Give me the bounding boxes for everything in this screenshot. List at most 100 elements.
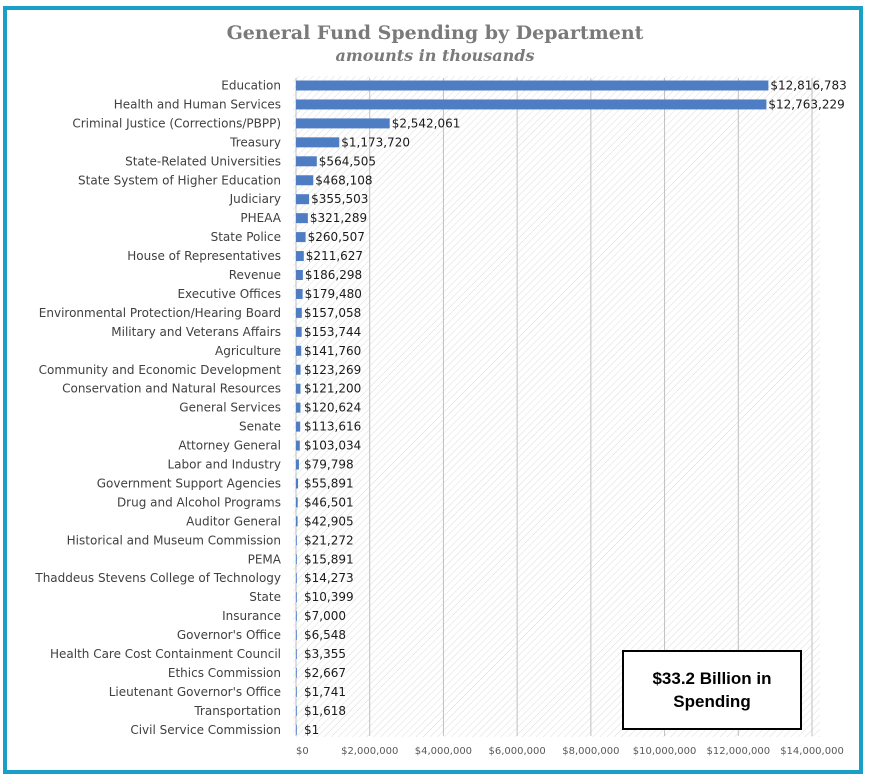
value-label: $211,627 (306, 249, 363, 263)
bar (296, 364, 301, 375)
category-label: Revenue (229, 268, 281, 282)
value-label: $141,760 (304, 344, 361, 358)
bar (296, 270, 303, 280)
category-label: Government Support Agencies (97, 476, 281, 490)
category-label: General Services (179, 401, 281, 415)
bar (296, 724, 297, 735)
category-label: Transportation (193, 704, 281, 718)
category-label: Judiciary (229, 192, 281, 206)
category-labels: Education Health and Human Services Crimin… (34, 79, 281, 737)
category-label: Historical and Museum Commission (67, 533, 281, 547)
bar (296, 251, 304, 262)
value-label: $15,891 (304, 552, 354, 566)
category-label: Executive Offices (177, 287, 281, 301)
value-label: $12,816,783 (770, 79, 846, 93)
value-label: $2,542,061 (392, 116, 461, 130)
category-label: Education (221, 79, 281, 93)
bar (296, 194, 310, 205)
category-label: Environmental Protection/Hearing Board (39, 306, 281, 320)
plot-area (293, 76, 820, 737)
value-label: $1,618 (304, 704, 346, 718)
value-label: $260,507 (308, 230, 365, 244)
bar (296, 307, 302, 318)
bar (296, 232, 306, 243)
category-label: State System of Higher Education (78, 173, 281, 187)
bar (296, 288, 303, 299)
value-label: $157,058 (304, 306, 361, 320)
category-label: Attorney General (178, 439, 281, 453)
value-label: $2,667 (304, 666, 346, 680)
x-tick-label: $10,000,000 (633, 746, 697, 757)
value-label: $55,891 (304, 476, 354, 490)
bar (296, 175, 314, 186)
category-label: Lieutenant Governor's Office (109, 685, 281, 699)
category-label: PHEAA (240, 211, 281, 225)
value-label: $1 (304, 723, 319, 737)
bar (296, 630, 297, 641)
value-label: $46,501 (304, 495, 354, 509)
category-label: State Police (211, 230, 281, 244)
bars (296, 80, 769, 735)
value-labels: $12,816,783 $12,763,229 $2,542,061 $1,173,7… (304, 79, 847, 737)
bar (296, 592, 297, 603)
x-tick-label: $6,000,000 (489, 746, 546, 757)
bar (296, 345, 302, 356)
value-label: $179,480 (305, 287, 362, 301)
value-label: $1,173,720 (341, 135, 410, 149)
category-label: Conservation and Natural Resources (62, 382, 281, 396)
category-label: PEMA (248, 552, 282, 566)
value-label: $103,034 (304, 439, 361, 453)
bar (296, 402, 301, 413)
bar (296, 649, 297, 659)
value-label: $3,355 (304, 647, 346, 661)
category-label: Governor's Office (177, 628, 281, 642)
category-label: Health and Human Services (114, 97, 281, 111)
bar (296, 705, 297, 716)
x-tick-label: $2,000,000 (341, 746, 398, 757)
category-label: Labor and Industry (168, 458, 282, 472)
value-label: $14,273 (304, 571, 354, 585)
bar (296, 213, 308, 224)
bar (296, 99, 767, 110)
category-label: Health Care Cost Containment Council (50, 647, 281, 661)
value-label: $7,000 (304, 609, 346, 623)
category-label: Ethics Commission (168, 666, 281, 680)
value-label: $321,289 (310, 211, 367, 225)
value-label: $6,548 (304, 628, 346, 642)
category-label: Criminal Justice (Corrections/PBPP) (72, 116, 281, 130)
bar (296, 440, 300, 451)
bar (296, 421, 301, 432)
x-tick-label: $12,000,000 (706, 746, 770, 757)
category-label: Insurance (222, 609, 281, 623)
value-label: $21,272 (304, 533, 354, 547)
x-axis-ticks: $0 $2,000,000 $4,000,000 $6,000,000 $8,000,0… (296, 746, 844, 757)
bar (296, 459, 299, 470)
x-tick-label: $0 (296, 746, 309, 757)
value-label: $1,741 (304, 685, 346, 699)
bar (296, 118, 390, 129)
bar (296, 156, 317, 167)
value-label: $121,200 (304, 382, 361, 396)
bar (296, 535, 297, 546)
x-tick-label: $14,000,000 (780, 746, 844, 757)
value-label: $42,905 (304, 514, 354, 528)
category-label: House of Representatives (127, 249, 281, 263)
bar (296, 686, 297, 697)
value-label: $564,505 (319, 154, 376, 168)
bar (296, 611, 297, 622)
bar (296, 137, 340, 148)
x-tick-label: $4,000,000 (415, 746, 472, 757)
chart-subtitle: amounts in thousands (335, 46, 535, 65)
total-spending-callout: $33.2 Billion in Spending (622, 650, 802, 730)
x-tick-label: $8,000,000 (562, 746, 619, 757)
value-label: $123,269 (304, 363, 361, 377)
value-label: $10,399 (304, 590, 354, 604)
category-label: State (249, 590, 281, 604)
value-label: $186,298 (305, 268, 362, 282)
bar (296, 554, 297, 565)
value-label: $113,616 (304, 420, 361, 434)
bar (296, 326, 302, 337)
bar (296, 383, 301, 394)
category-label: State-Related Universities (125, 154, 281, 168)
